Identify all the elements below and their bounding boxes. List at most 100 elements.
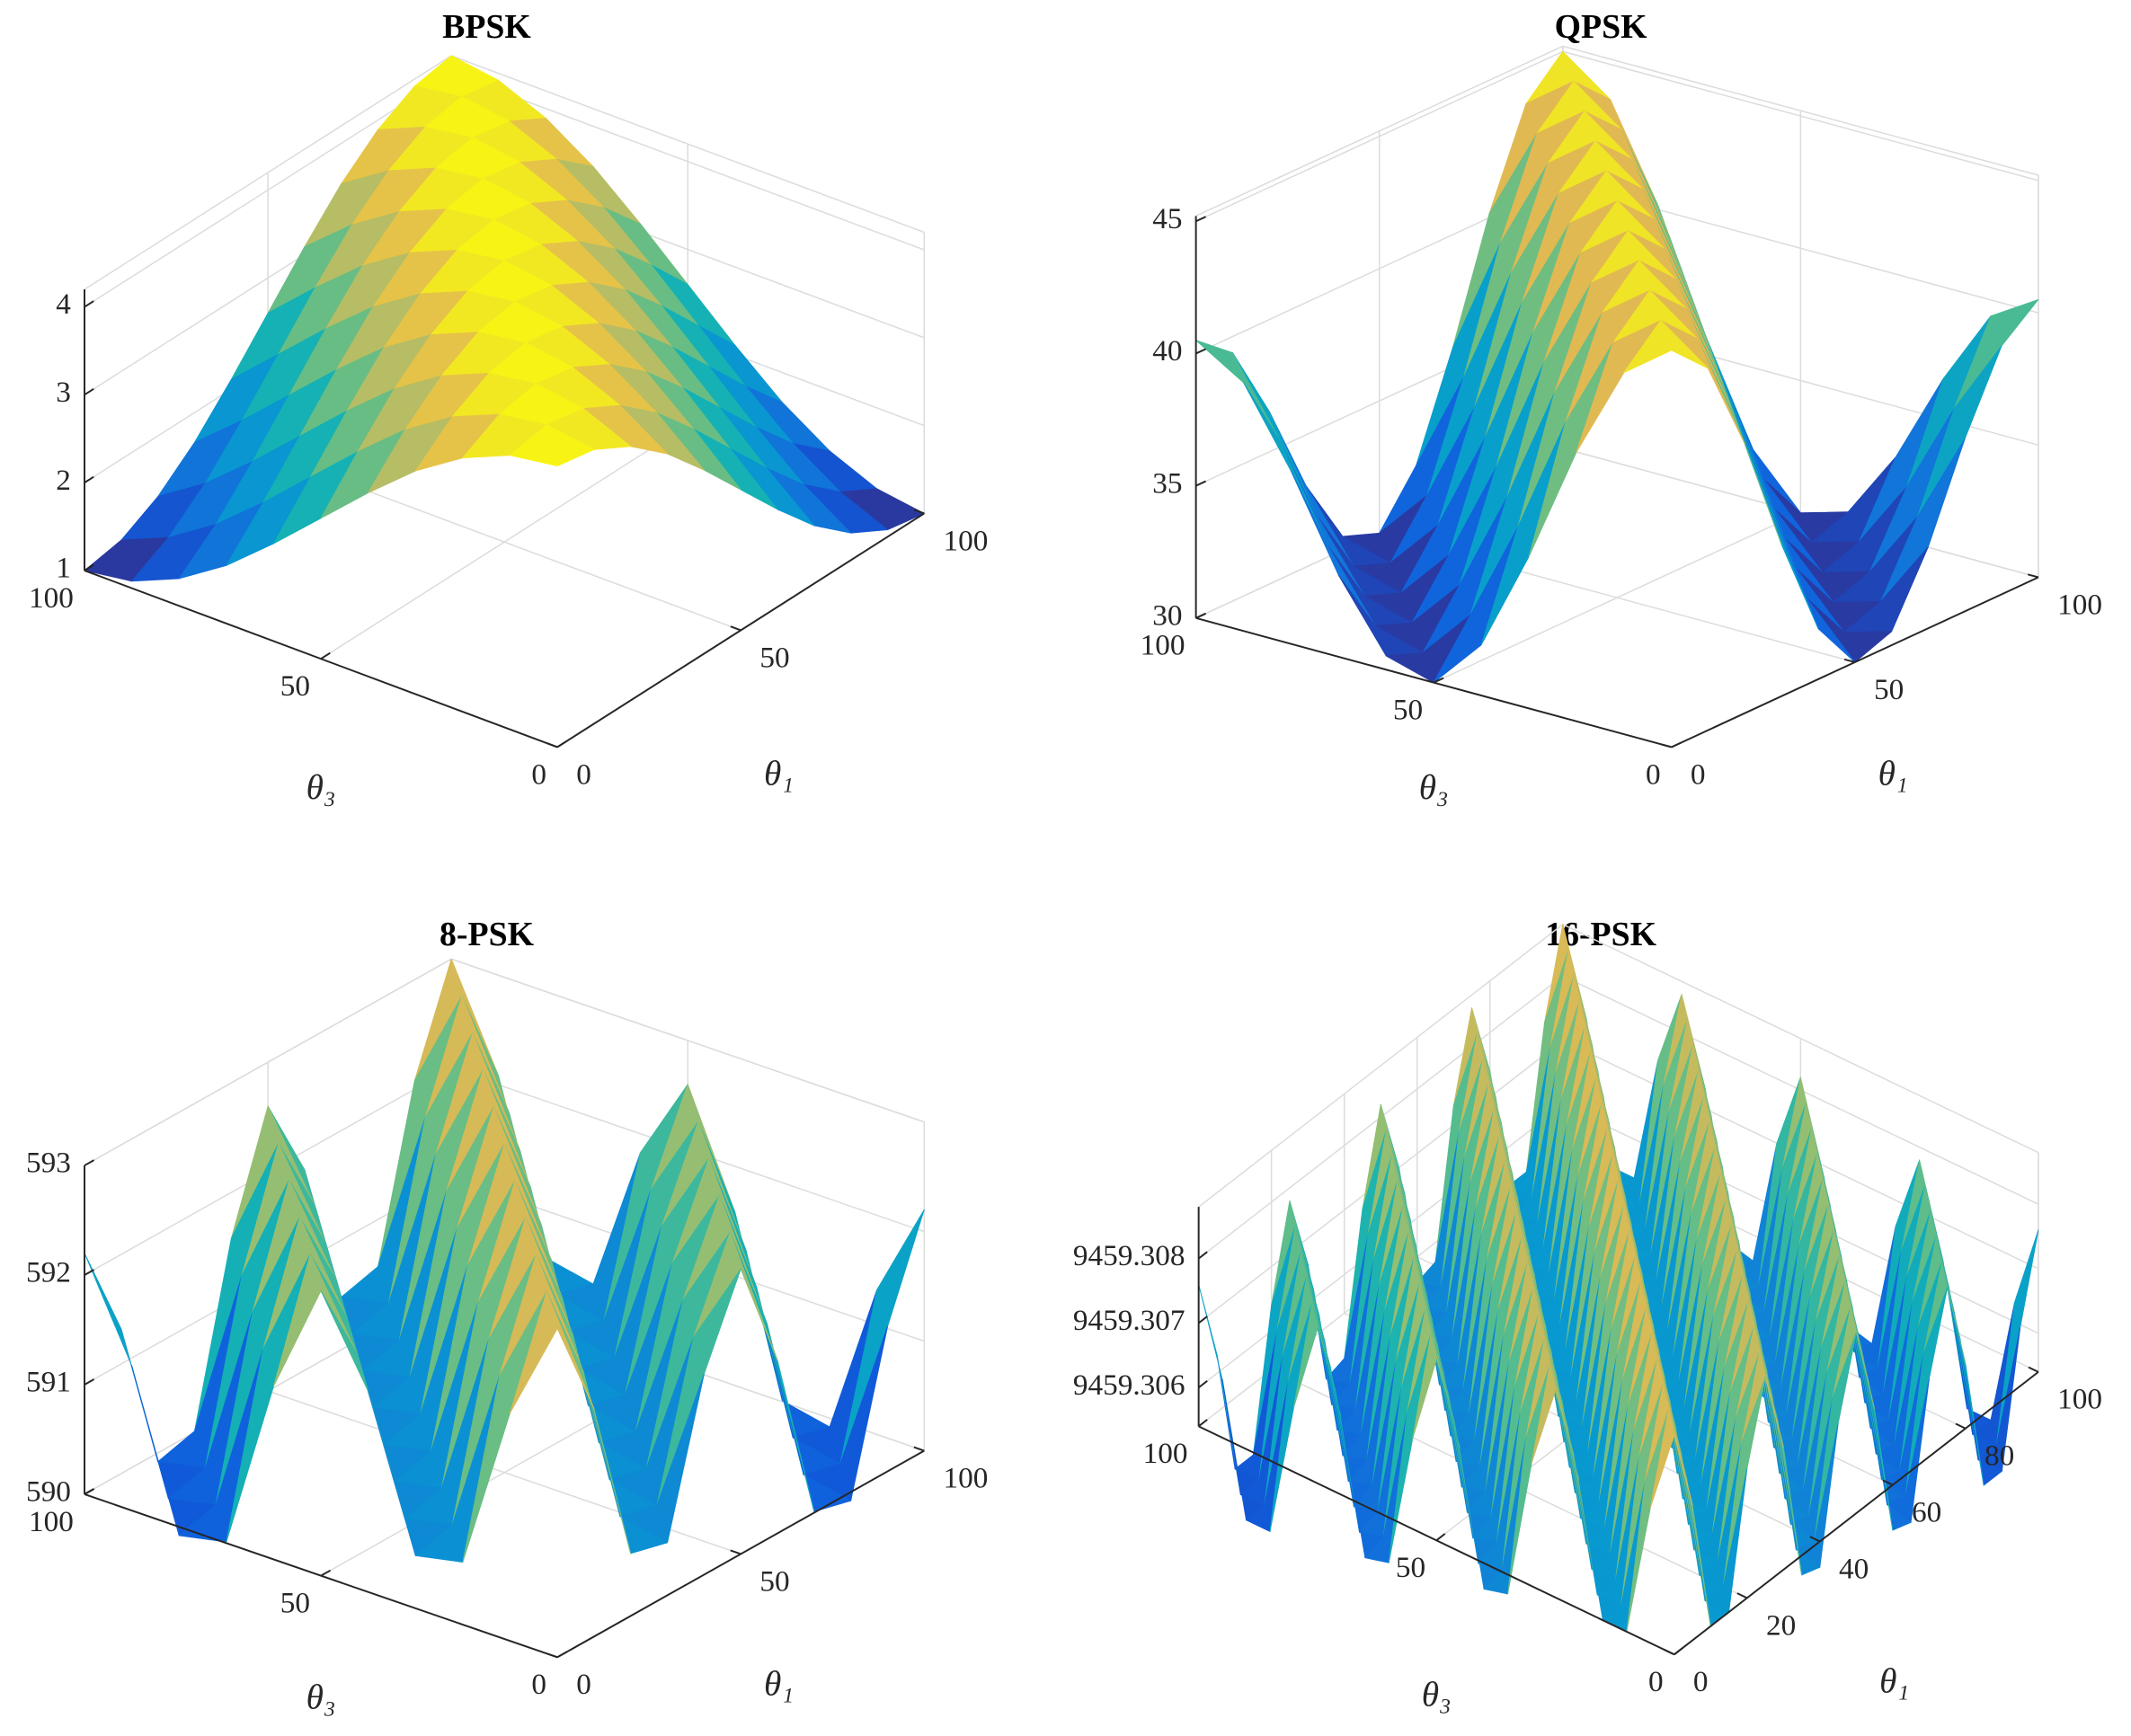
box-edge	[1562, 45, 2039, 176]
z-tick-label: 9459.306	[1073, 1368, 1185, 1402]
x-tick-label: 0	[531, 1668, 546, 1701]
y-tick	[546, 1652, 558, 1659]
x-tick	[556, 1651, 568, 1659]
x-axis-label: θ₃	[1422, 1675, 1452, 1714]
y-tick	[913, 509, 925, 515]
y-tick	[730, 625, 741, 632]
y-tick-label: 100	[2057, 1383, 2102, 1416]
z-tick	[84, 1159, 95, 1166]
z-tick-label: 35	[1152, 466, 1182, 500]
z-tick-label: 9459.307	[1073, 1304, 1185, 1337]
y-axis-label: θ₁	[1878, 754, 1908, 793]
y-tick	[1882, 1479, 1894, 1486]
y-tick	[913, 1446, 925, 1452]
surface-patch	[1649, 1409, 1693, 1509]
z-tick-label: 3	[56, 376, 71, 409]
y-tick	[1660, 743, 1672, 748]
x-tick-label: 50	[280, 1586, 310, 1619]
z-tick-label: 40	[1152, 334, 1182, 368]
z-tick-label: 1	[56, 552, 71, 585]
box-edge	[1198, 924, 1564, 1208]
box-edge	[450, 958, 925, 1123]
x-tick-label: 100	[1143, 1437, 1188, 1470]
chart-title: 8-PSK	[440, 916, 535, 953]
box-edge	[1195, 45, 1564, 217]
y-tick-label: 50	[759, 641, 789, 674]
surface-patch	[510, 1290, 595, 1413]
y-tick	[1736, 1592, 1748, 1599]
y-tick	[2028, 1366, 2039, 1373]
surface-patch	[1716, 365, 1801, 514]
y-tick-label: 20	[1766, 1608, 1796, 1642]
z-tick-label: 30	[1152, 598, 1182, 632]
x-tick-label: 50	[1393, 694, 1423, 727]
y-tick-label: 0	[576, 1668, 591, 1701]
x-tick	[1671, 741, 1683, 748]
z-tick	[1198, 1380, 1208, 1389]
x-tick-label: 50	[1396, 1551, 1425, 1584]
y-tick-label: 100	[943, 524, 988, 557]
z-tick	[1198, 1251, 1208, 1260]
box-edge	[84, 958, 452, 1166]
x-tick-label: 100	[1141, 629, 1185, 662]
z-tick	[84, 563, 94, 571]
y-tick-label: 0	[1693, 1665, 1709, 1698]
x-axis-label: θ₃	[306, 767, 336, 807]
box-edge	[450, 55, 925, 234]
grid-line	[1562, 50, 2039, 182]
x-tick-label: 100	[29, 581, 74, 615]
z-tick	[1195, 480, 1207, 487]
x-tick-label: 0	[1648, 1665, 1664, 1698]
y-axis-label: θ₁	[1879, 1661, 1909, 1701]
y-tick	[2027, 573, 2039, 579]
z-tick	[1195, 216, 1207, 223]
x-tick	[1674, 1647, 1683, 1656]
y-tick-label: 100	[2057, 588, 2102, 621]
chart-title: BPSK	[442, 8, 531, 46]
z-tick	[1195, 348, 1207, 355]
z-tick-label: 590	[26, 1475, 71, 1509]
z-tick	[84, 388, 94, 396]
y-axis-label: θ₁	[764, 754, 794, 793]
z-tick-label: 45	[1152, 202, 1182, 235]
z-tick	[84, 1378, 95, 1386]
y-tick-label: 50	[759, 1564, 789, 1598]
y-axis	[556, 512, 925, 748]
x-tick-label: 100	[29, 1505, 74, 1538]
surface-patch	[1623, 320, 1709, 374]
surface-patch	[84, 1253, 169, 1500]
surface-patch	[120, 1328, 206, 1500]
y-tick	[1809, 1536, 1821, 1543]
x-tick-label: 50	[280, 669, 310, 703]
x-tick-label: 0	[1646, 757, 1661, 791]
z-tick-label: 591	[26, 1366, 71, 1399]
grid-line	[450, 72, 925, 251]
surface-patch	[510, 424, 595, 466]
y-axis-label: θ₁	[764, 1664, 794, 1704]
y-tick	[1955, 1422, 1967, 1430]
x-axis-label: θ₃	[1419, 767, 1449, 807]
box-edge	[84, 55, 452, 290]
y-tick-label: 80	[1984, 1439, 2014, 1473]
y-tick	[1664, 1649, 1675, 1656]
y-tick-label: 60	[1912, 1496, 1941, 1529]
y-tick	[546, 742, 558, 748]
grid-line	[1195, 50, 1564, 222]
z-tick	[84, 1488, 95, 1495]
chart-title: QPSK	[1555, 8, 1647, 46]
y-tick	[1843, 658, 1856, 663]
z-tick	[1198, 1315, 1208, 1324]
grid-line	[84, 72, 452, 308]
x-axis-label: θ₃	[306, 1678, 336, 1717]
x-tick	[320, 1569, 332, 1577]
z-tick-label: 4	[56, 288, 71, 321]
x-tick	[1433, 677, 1444, 684]
x-tick	[1198, 1419, 1208, 1428]
y-tick	[730, 1549, 741, 1555]
z-tick	[84, 1269, 95, 1276]
y-tick-label: 50	[1874, 673, 1904, 706]
y-tick-label: 40	[1839, 1552, 1869, 1585]
z-tick-label: 593	[26, 1147, 71, 1180]
